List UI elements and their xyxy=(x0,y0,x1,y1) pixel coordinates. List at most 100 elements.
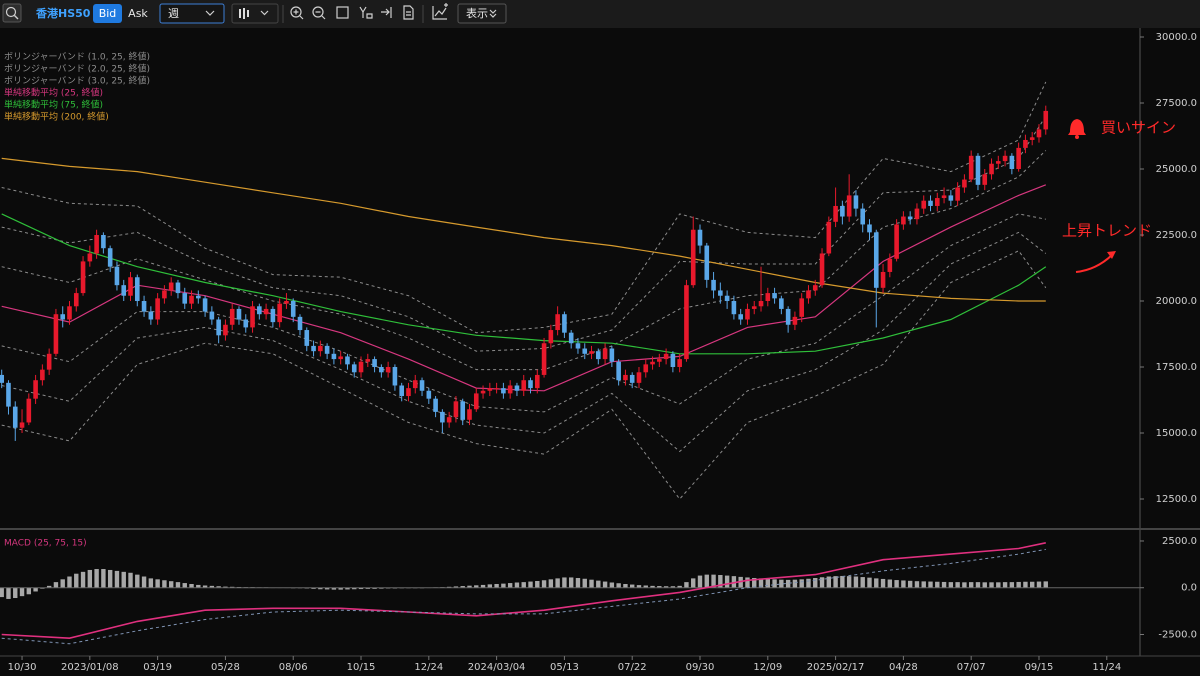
macd-histogram-bar xyxy=(758,578,764,588)
candle-body xyxy=(955,187,960,201)
macd-histogram-bar xyxy=(799,579,804,588)
candle-body xyxy=(60,314,66,320)
candle-body xyxy=(711,279,716,291)
candle-body xyxy=(982,174,988,185)
macd-histogram-bar xyxy=(1036,581,1042,588)
x-tick-label: 05/13 xyxy=(550,662,579,673)
candle-body xyxy=(101,235,106,249)
macd-histogram-bar xyxy=(494,583,499,588)
macd-histogram-bar xyxy=(602,581,608,588)
candle-body xyxy=(290,301,296,317)
fit-icon[interactable] xyxy=(336,6,349,19)
candle-body xyxy=(968,155,974,180)
macd-histogram-bar xyxy=(853,576,859,588)
candle-body xyxy=(989,163,994,175)
candle-body xyxy=(73,293,79,307)
candle-body xyxy=(33,380,38,399)
report-icon[interactable] xyxy=(403,5,414,20)
zoom-in-mark xyxy=(293,9,304,20)
macd-histogram-bar xyxy=(202,585,208,588)
candle-body xyxy=(216,319,221,336)
candle-body xyxy=(440,411,445,423)
macd-histogram-bar xyxy=(887,579,893,588)
macd-histogram-bar xyxy=(114,570,120,588)
candle-body xyxy=(406,388,411,397)
macd-histogram-bar xyxy=(453,586,459,588)
macd-histogram-bar xyxy=(874,578,879,588)
bollinger-upper xyxy=(1,115,1047,352)
candle-body xyxy=(40,369,45,381)
candle-body xyxy=(887,258,893,272)
candle-body xyxy=(141,301,147,312)
candle-body xyxy=(521,380,527,391)
macd-histogram-bar xyxy=(331,587,337,590)
macd-histogram-bar xyxy=(880,578,886,588)
macd-histogram-bar xyxy=(196,584,201,588)
macd-histogram-bar xyxy=(80,571,86,588)
candle-body xyxy=(677,359,682,368)
macd-histogram-bar xyxy=(677,585,682,588)
candle-body xyxy=(928,200,933,206)
macd-histogram-bar xyxy=(901,580,906,588)
macd-histogram-bar xyxy=(718,575,723,588)
display-button[interactable] xyxy=(457,3,507,24)
period-select[interactable] xyxy=(159,3,225,24)
candle-body xyxy=(867,224,872,233)
candle-body xyxy=(1016,147,1021,170)
indicator-icon[interactable] xyxy=(432,3,448,20)
candle-body xyxy=(555,314,560,331)
zoom-in[interactable] xyxy=(290,6,302,18)
jump-icon[interactable] xyxy=(381,7,392,18)
macd-histogram-bar xyxy=(135,574,140,588)
display-label: 表示 xyxy=(466,6,488,20)
candle-body xyxy=(548,330,554,344)
legend-entry: 単純移動平均 (25, 終値) xyxy=(4,87,103,99)
period-label: 週 xyxy=(168,7,179,20)
macd-histogram-bar xyxy=(643,585,648,588)
candle-body xyxy=(873,232,879,288)
candle-body xyxy=(236,308,242,320)
candle-body xyxy=(629,374,635,383)
macd-histogram-bar xyxy=(982,582,987,588)
candle-body xyxy=(616,361,621,381)
legend-entry: 単純移動平均 (200, 終値) xyxy=(4,111,109,123)
y-tick-label: 30000.0 xyxy=(1156,32,1197,43)
ask-button[interactable]: Ask xyxy=(128,7,148,20)
chart-type-select[interactable] xyxy=(231,3,279,24)
bid-button[interactable] xyxy=(93,4,122,23)
candle-body xyxy=(473,393,479,410)
candle-body xyxy=(182,293,188,304)
macd-histogram-bar xyxy=(589,579,594,588)
search-button[interactable] xyxy=(2,3,22,23)
moving-average xyxy=(1,184,1047,392)
candle-body xyxy=(751,306,757,309)
symbol[interactable]: 香港HS50 xyxy=(35,6,91,20)
zoom-out[interactable] xyxy=(312,6,324,18)
macd-histogram-bar xyxy=(74,573,79,588)
macd-histogram-bar xyxy=(467,585,472,588)
macd-histogram-bar xyxy=(168,581,174,588)
candle-body xyxy=(704,245,710,280)
candle-body xyxy=(697,229,703,246)
bollinger-lower xyxy=(1,231,1047,453)
candle-body xyxy=(358,361,364,373)
x-tick-label: 04/28 xyxy=(889,662,918,673)
candle-body xyxy=(257,306,262,315)
candle-body xyxy=(907,216,913,220)
macd-histogram-bar xyxy=(474,585,479,588)
macd-histogram-bar xyxy=(223,586,228,588)
candle-body xyxy=(223,324,228,336)
candle-body xyxy=(657,359,662,362)
lock-icon[interactable] xyxy=(359,6,373,19)
macd-histogram-bar xyxy=(663,586,669,588)
y-tick-label: 12500.0 xyxy=(1156,494,1197,505)
macd-histogram-bar xyxy=(975,582,981,588)
macd-histogram-bar xyxy=(53,582,59,588)
macd-histogram-bar xyxy=(514,582,520,588)
candle-body xyxy=(894,224,899,259)
candle-body xyxy=(528,380,533,389)
macd-histogram-bar xyxy=(582,578,587,588)
macd-histogram-bar xyxy=(148,578,154,588)
candle-body xyxy=(623,374,628,381)
